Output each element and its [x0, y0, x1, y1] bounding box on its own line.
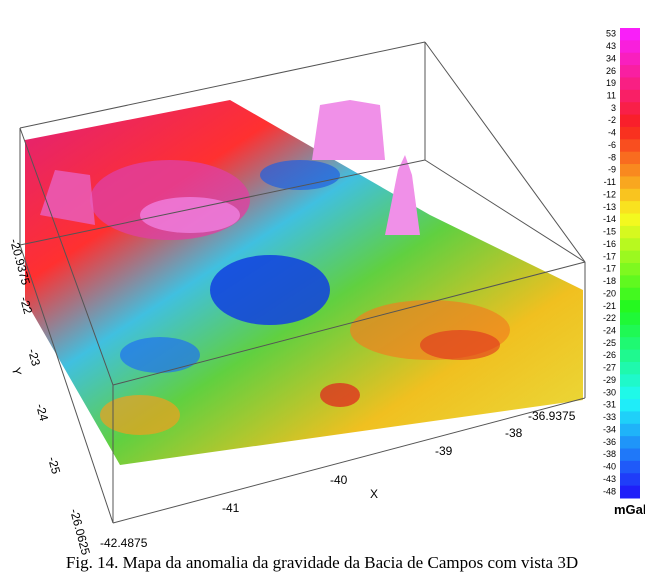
- colorbar-swatch: [620, 325, 640, 338]
- colorbar-label: -11: [604, 177, 616, 187]
- x-axis-label: X: [370, 487, 378, 501]
- colorbar-label: -31: [603, 400, 616, 410]
- colorbar-swatch: [620, 337, 640, 350]
- colorbar-label: 26: [606, 66, 616, 76]
- colorbar-swatch: [620, 374, 640, 387]
- colorbar-label: -40: [603, 462, 616, 472]
- colorbar-label: -29: [603, 375, 616, 385]
- figure: X Y mGal Fig. 14. Mapa da anomalia da gr…: [0, 0, 645, 572]
- colorbar-label: -43: [603, 474, 616, 484]
- colorbar-swatch: [620, 263, 640, 276]
- colorbar-swatch: [620, 127, 640, 140]
- colorbar-swatch: [620, 139, 640, 152]
- colorbar-label: 53: [606, 29, 616, 39]
- colorbar-label: -12: [603, 189, 616, 199]
- colorbar-swatch: [620, 176, 640, 189]
- colorbar-label: -25: [603, 338, 616, 348]
- colorbar-label: -18: [603, 276, 616, 286]
- colorbar-label: -9: [608, 165, 616, 175]
- colorbar-swatch: [620, 77, 640, 90]
- colorbar-label: -14: [603, 214, 616, 224]
- colorbar-swatch: [620, 473, 640, 486]
- x-tick-label: -42.4875: [100, 536, 148, 550]
- y-tick-label: -25: [45, 455, 63, 476]
- colorbar-label: -30: [603, 387, 616, 397]
- colorbar-label: -6: [608, 140, 616, 150]
- colorbar-label: -22: [603, 313, 616, 323]
- colorbar-swatch: [620, 238, 640, 251]
- x-tick-label: -39: [435, 444, 453, 458]
- colorbar-label: -26: [603, 350, 616, 360]
- colorbar-swatch: [620, 461, 640, 474]
- colorbar-swatch: [620, 226, 640, 239]
- colorbar-swatch: [620, 399, 640, 412]
- colorbar-swatch: [620, 90, 640, 103]
- colorbar-swatch: [620, 164, 640, 177]
- colorbar-unit: mGal: [614, 502, 645, 517]
- colorbar-label: 11: [607, 91, 616, 101]
- colorbar-label: -21: [603, 301, 616, 311]
- colorbar-label: -36: [603, 437, 616, 447]
- colorbar-swatch: [620, 424, 640, 437]
- colorbar-swatch: [620, 288, 640, 301]
- colorbar-label: -33: [603, 412, 616, 422]
- colorbar-label: 19: [606, 78, 616, 88]
- colorbar-swatch: [620, 387, 640, 400]
- colorbar-swatch: [620, 436, 640, 449]
- colorbar-label: -2: [608, 115, 616, 125]
- colorbar-swatch: [620, 40, 640, 53]
- colorbar-swatch: [620, 53, 640, 66]
- x-tick-label: -40: [330, 473, 348, 487]
- colorbar-swatch: [620, 275, 640, 288]
- colorbar-label: -27: [603, 363, 616, 373]
- colorbar-swatch: [620, 28, 640, 41]
- colorbar-swatch: [620, 201, 640, 214]
- colorbar-label: -17: [603, 251, 616, 261]
- colorbar-label: 3: [611, 103, 616, 113]
- colorbar-label: 34: [606, 53, 616, 63]
- colorbar-swatch: [620, 411, 640, 424]
- y-axis-label: Y: [9, 366, 24, 376]
- colorbar-swatch: [620, 362, 640, 375]
- colorbar-label: -38: [603, 449, 616, 459]
- colorbar-label: -17: [603, 264, 616, 274]
- colorbar-label: -24: [603, 326, 616, 336]
- colorbar-label: -20: [603, 288, 616, 298]
- colorbar-swatch: [620, 214, 640, 227]
- colorbar-swatch: [620, 312, 640, 325]
- colorbar-label: -13: [603, 202, 616, 212]
- x-tick-label: -38: [505, 426, 523, 440]
- colorbar-swatch: [620, 486, 640, 499]
- colorbar-swatch: [620, 251, 640, 264]
- colorbar-label: -48: [603, 486, 616, 496]
- colorbar-label: -34: [603, 424, 616, 434]
- colorbar-swatch: [620, 300, 640, 313]
- colorbar-swatch: [620, 102, 640, 115]
- x-tick-label: -41: [222, 501, 240, 515]
- colorbar-swatch: [620, 189, 640, 202]
- colorbar-swatch: [620, 65, 640, 78]
- colorbar-swatch: [620, 115, 640, 128]
- caption: Fig. 14. Mapa da anomalia da gravidade d…: [66, 553, 578, 572]
- colorbar-label: -8: [608, 152, 616, 162]
- colorbar-swatch: [620, 449, 640, 462]
- x-tick-label: -36.9375: [528, 409, 576, 423]
- colorbar-label: -15: [603, 227, 616, 237]
- colorbar-label: 43: [606, 41, 616, 51]
- surface: [25, 100, 583, 465]
- colorbar-label: -16: [603, 239, 616, 249]
- y-tick-label: -26.0625: [67, 507, 93, 557]
- colorbar-label: -4: [608, 128, 616, 138]
- colorbar-swatch: [620, 350, 640, 363]
- y-tick-label: -24: [33, 402, 51, 423]
- y-tick-label: -23: [25, 347, 43, 368]
- colorbar-swatch: [620, 152, 640, 165]
